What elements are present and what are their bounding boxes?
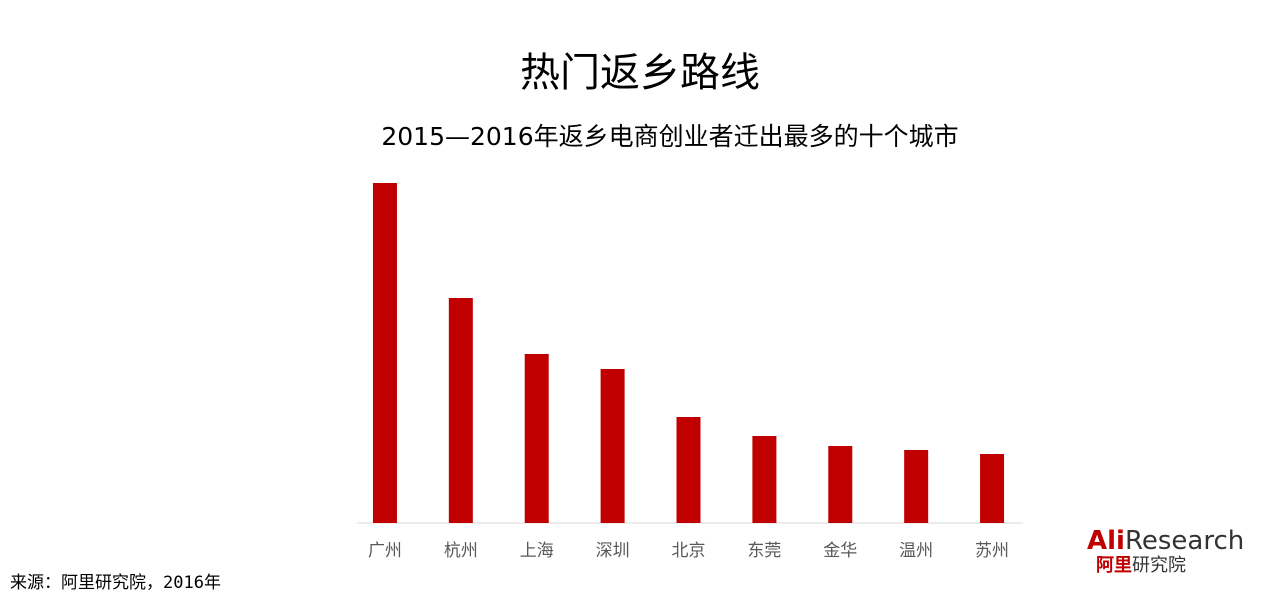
x-tick-label: 广州 — [368, 541, 402, 561]
x-tick-label: 深圳 — [596, 541, 630, 561]
bar — [904, 450, 929, 523]
logo-brand-b: Research — [1125, 526, 1244, 556]
x-tick-label: 北京 — [672, 541, 706, 561]
bar — [980, 454, 1005, 523]
x-tick-label: 金华 — [823, 541, 857, 561]
logo-brand-a: Ali — [1087, 526, 1125, 556]
logo-cn: 阿里研究院 — [1096, 555, 1186, 576]
bar — [372, 183, 397, 523]
x-tick-label: 温州 — [899, 541, 933, 561]
chart-title: 热门返乡路线 — [520, 50, 760, 96]
logo-cn-a: 阿里 — [1096, 555, 1132, 576]
logo-cn-b: 研究院 — [1132, 555, 1186, 576]
bar — [448, 298, 473, 523]
bar — [752, 436, 777, 523]
bar — [600, 369, 625, 523]
x-tick-label: 东莞 — [747, 541, 781, 561]
bar — [524, 354, 549, 523]
x-tick-label: 苏州 — [975, 541, 1009, 561]
x-tick-label: 杭州 — [444, 541, 478, 561]
bar — [676, 417, 701, 523]
x-tick-label: 上海 — [520, 541, 554, 561]
bar — [828, 446, 853, 523]
logo: AliResearch — [1087, 526, 1244, 556]
source-note: 来源：阿里研究院，2016年 — [10, 573, 221, 593]
chart-subtitle: 2015—2016年返乡电商创业者迁出最多的十个城市 — [381, 122, 958, 151]
